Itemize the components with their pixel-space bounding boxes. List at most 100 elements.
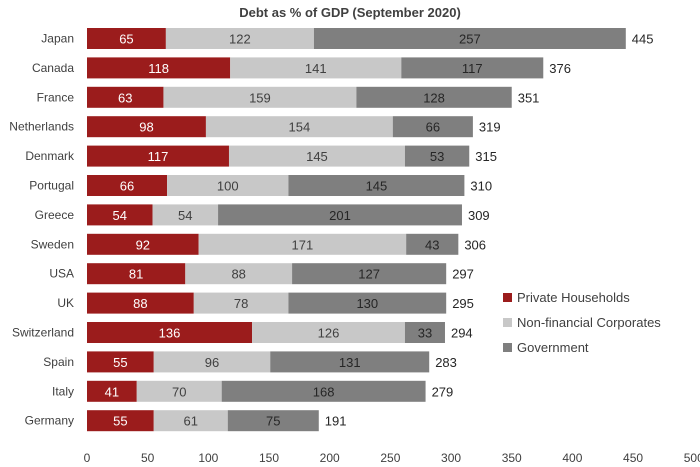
x-tick-label-350: 350	[502, 451, 522, 465]
value-label-spain-series-0: 55	[113, 355, 127, 370]
value-label-germany-series-0: 55	[113, 414, 127, 429]
value-label-usa-series-2: 127	[358, 267, 380, 282]
x-tick-label-200: 200	[320, 451, 340, 465]
value-label-portugal-series-1: 100	[217, 179, 239, 194]
value-label-italy-series-1: 70	[172, 384, 186, 399]
category-label-italy: Italy	[52, 384, 74, 398]
x-tick-label-50: 50	[141, 451, 155, 465]
total-label-canada: 376	[549, 61, 571, 76]
bar-italy-series-2	[221, 380, 426, 402]
legend-label-series-1: Non-financial Corporates	[517, 315, 661, 330]
total-label-denmark: 315	[475, 149, 497, 164]
value-label-italy-series-2: 168	[313, 384, 335, 399]
value-label-usa-series-1: 88	[231, 267, 245, 282]
total-label-spain: 283	[435, 355, 457, 370]
bar-usa-series-0	[87, 263, 186, 285]
bar-netherlands-series-1	[205, 116, 393, 138]
legend: Private Households Non-financial Corporat…	[503, 290, 661, 355]
x-tick-label-400: 400	[562, 451, 582, 465]
value-label-japan-series-2: 257	[459, 32, 481, 47]
bar-japan-series-2	[313, 28, 626, 49]
value-label-netherlands-series-2: 66	[426, 120, 440, 135]
value-label-canada-series-1: 141	[305, 61, 327, 76]
x-tick-label-450: 450	[623, 451, 643, 465]
value-label-netherlands-series-0: 98	[139, 120, 153, 135]
total-label-switzerland: 294	[451, 326, 473, 341]
bar-denmark-series-1	[228, 145, 405, 167]
bar-netherlands-series-0	[87, 116, 206, 138]
total-label-uk: 295	[452, 296, 474, 311]
value-label-japan-series-1: 122	[229, 32, 251, 47]
value-label-denmark-series-0: 117	[148, 149, 169, 164]
bar-usa-series-2	[292, 263, 447, 285]
bar-uk-series-1	[193, 292, 289, 314]
bar-canada-series-1	[230, 57, 402, 79]
x-tick-label-100: 100	[198, 451, 218, 465]
value-label-denmark-series-1: 145	[306, 149, 328, 164]
total-label-france: 351	[518, 90, 540, 105]
category-label-germany: Germany	[25, 414, 74, 428]
category-label-netherlands: Netherlands	[9, 120, 74, 134]
bar-greece-series-1	[152, 204, 219, 226]
legend-label-series-0: Private Households	[517, 290, 630, 305]
value-label-spain-series-1: 96	[205, 355, 219, 370]
total-label-sweden: 306	[464, 237, 486, 252]
bars-group: Japan 65 122 257 445 Canada 118 141 117 376 France…	[9, 28, 654, 432]
bar-sweden-series-0	[87, 233, 199, 255]
value-label-france-series-0: 63	[118, 90, 132, 105]
total-label-usa: 297	[452, 267, 474, 282]
total-label-portugal: 310	[470, 179, 492, 194]
value-label-france-series-2: 128	[423, 90, 445, 105]
value-label-spain-series-2: 131	[339, 355, 361, 370]
value-label-switzerland-series-1: 126	[318, 326, 340, 341]
bar-italy-series-1	[136, 380, 222, 402]
bar-france-series-1	[163, 86, 357, 108]
bar-france-series-0	[87, 86, 164, 108]
x-axis: 0 50 100 150 200 250 300 350 400 450 500	[84, 451, 700, 465]
category-label-usa: USA	[49, 267, 74, 281]
total-label-greece: 309	[468, 208, 490, 223]
bar-canada-series-0	[87, 57, 231, 79]
bar-italy-series-0	[87, 380, 137, 402]
x-tick-label-500: 500	[684, 451, 700, 465]
bar-switzerland-series-0	[87, 322, 253, 343]
value-label-uk-series-1: 78	[234, 296, 248, 311]
bar-spain-series-1	[153, 351, 271, 373]
value-label-sweden-series-2: 43	[425, 237, 439, 252]
x-tick-label-0: 0	[84, 451, 91, 465]
total-label-italy: 279	[432, 384, 454, 399]
bar-spain-series-0	[87, 351, 154, 373]
value-label-greece-series-1: 54	[178, 208, 192, 223]
legend-label-series-2: Government	[517, 340, 589, 355]
bar-canada-series-2	[401, 57, 544, 79]
value-label-sweden-series-1: 171	[292, 237, 314, 252]
category-label-france: France	[37, 90, 75, 104]
total-label-japan: 445	[632, 32, 654, 47]
value-label-italy-series-0: 41	[105, 384, 119, 399]
x-tick-label-150: 150	[259, 451, 279, 465]
bar-greece-series-0	[87, 204, 153, 226]
value-label-germany-series-2: 75	[266, 414, 280, 429]
value-label-canada-series-0: 118	[148, 61, 169, 76]
category-label-uk: UK	[57, 296, 74, 310]
value-label-portugal-series-2: 145	[366, 179, 388, 194]
x-tick-label-300: 300	[441, 451, 461, 465]
bar-greece-series-2	[218, 204, 462, 226]
bar-netherlands-series-2	[392, 116, 473, 138]
bar-usa-series-1	[185, 263, 293, 285]
value-label-canada-series-2: 117	[462, 61, 483, 76]
bar-sweden-series-1	[198, 233, 407, 255]
legend-swatch-series-2	[503, 343, 512, 352]
bar-germany-series-1	[153, 410, 228, 432]
value-label-germany-series-1: 61	[184, 414, 198, 429]
value-label-japan-series-0: 65	[119, 32, 133, 47]
category-label-spain: Spain	[43, 355, 74, 369]
value-label-uk-series-0: 88	[133, 296, 147, 311]
bar-sweden-series-2	[406, 233, 459, 255]
legend-swatch-series-1	[503, 318, 512, 327]
category-label-sweden: Sweden	[31, 237, 74, 251]
value-label-usa-series-0: 81	[129, 267, 143, 282]
value-label-uk-series-2: 130	[356, 296, 378, 311]
total-label-germany: 191	[325, 414, 347, 429]
